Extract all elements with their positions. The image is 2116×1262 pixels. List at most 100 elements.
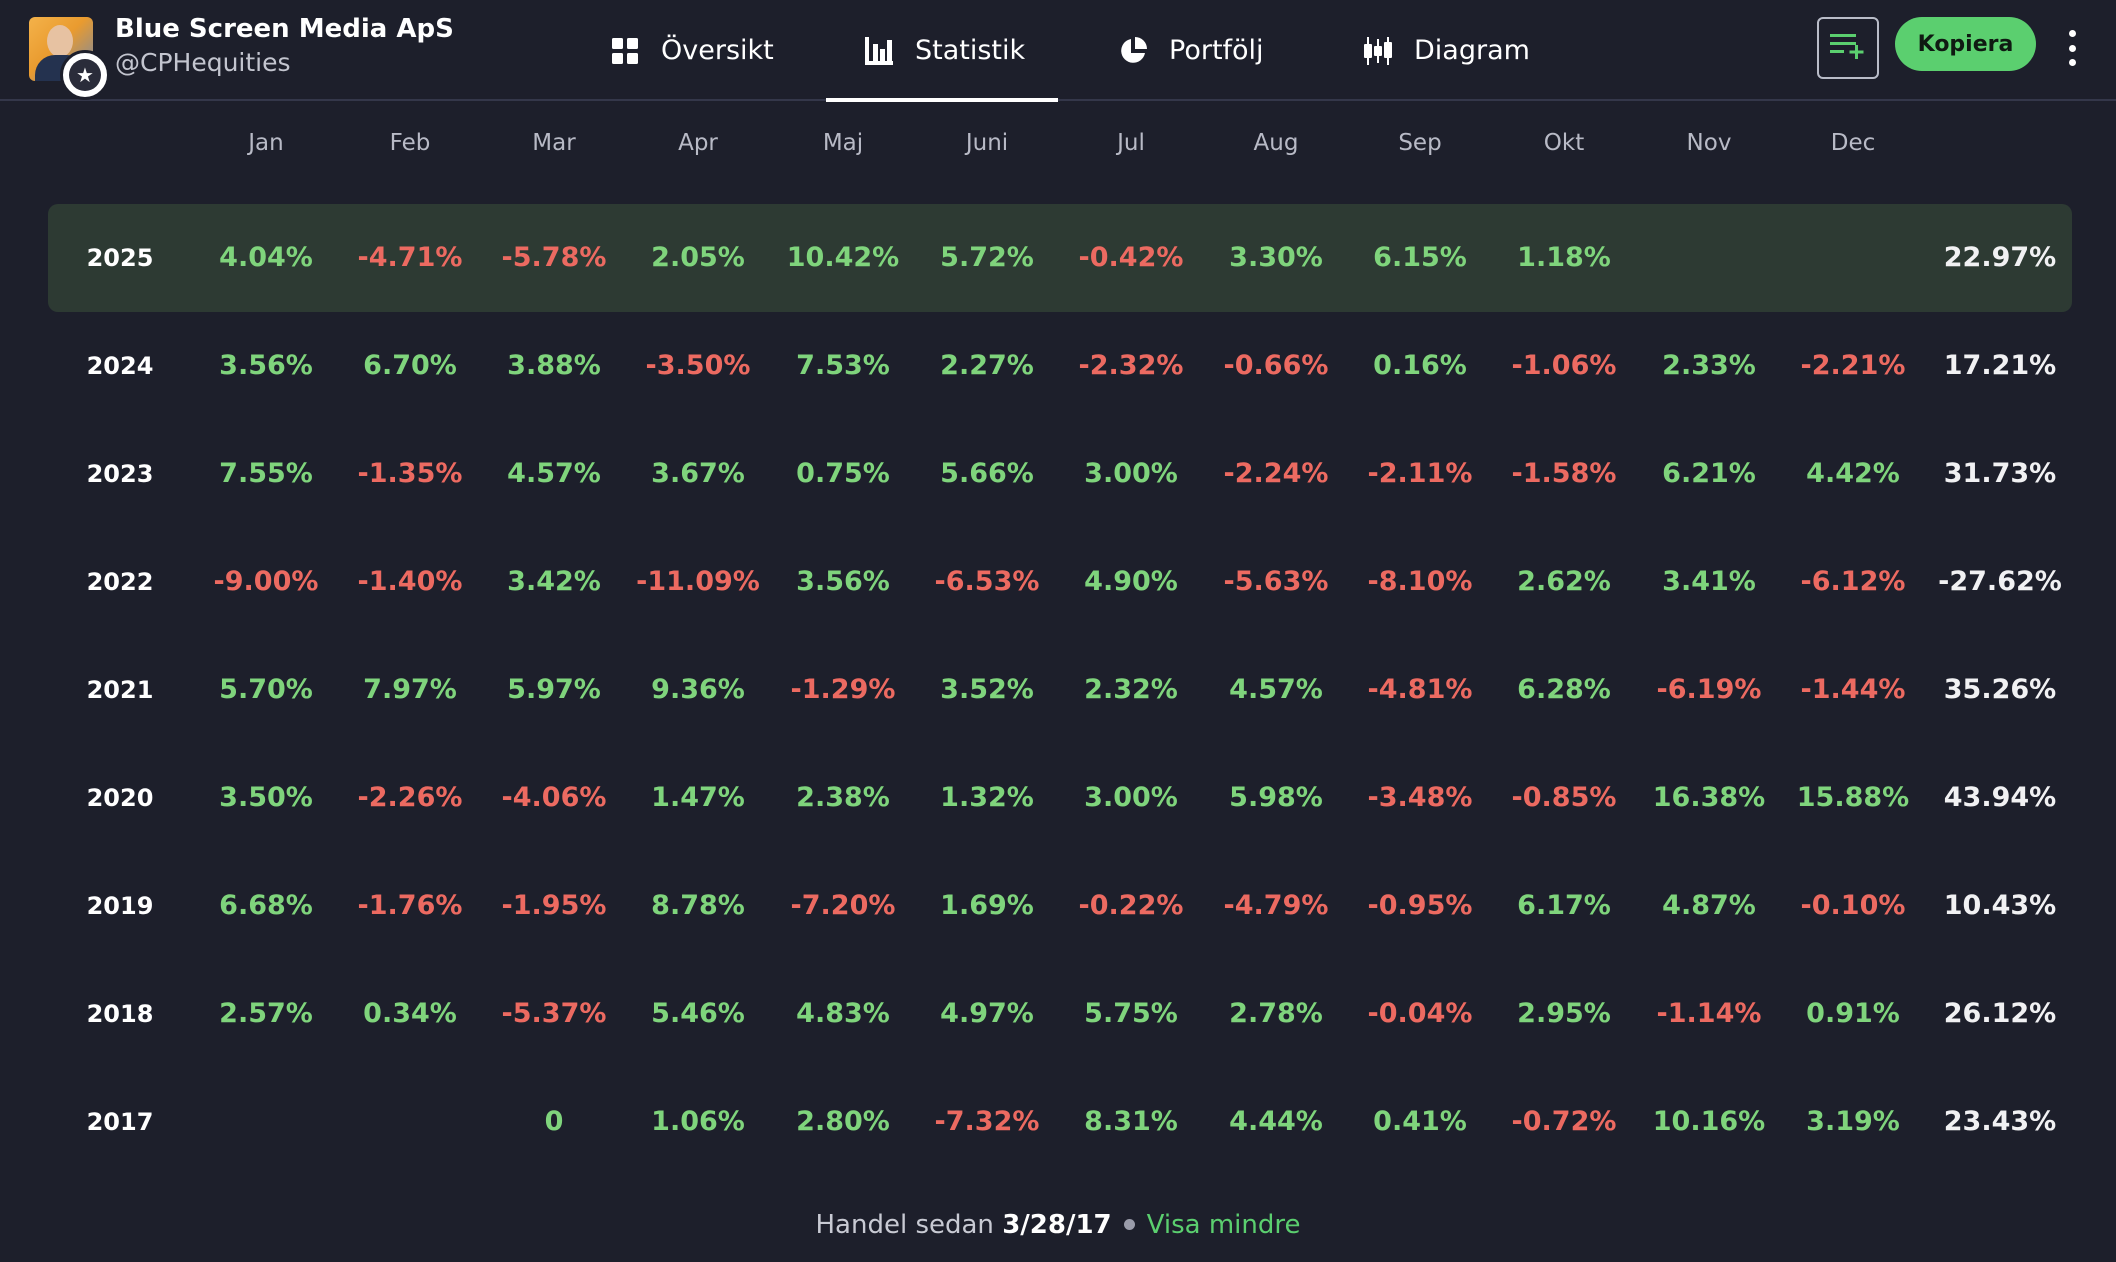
return-cell: 4.97% (940, 998, 1034, 1029)
month-header: Juni (965, 130, 1009, 156)
return-cell: 1.18% (1517, 242, 1611, 273)
return-cell: 4.83% (796, 998, 890, 1029)
month-header: Nov (1686, 130, 1732, 156)
star-icon: ★ (69, 59, 101, 91)
return-cell: 1.47% (651, 782, 745, 813)
return-cell: 6.70% (363, 350, 457, 381)
copy-button[interactable]: Kopiera (1895, 17, 2036, 71)
return-cell: 5.97% (507, 674, 601, 705)
return-cell: -2.32% (1078, 350, 1184, 381)
return-cell: -1.40% (357, 566, 463, 597)
return-cell: 5.72% (940, 242, 1034, 273)
return-cell: 5.98% (1229, 782, 1323, 813)
return-cell: -0.95% (1367, 890, 1473, 921)
footer: Handel sedan 3/28/17 Visa mindre (0, 1210, 2116, 1240)
return-cell: -0.04% (1367, 998, 1473, 1029)
return-cell: 0.41% (1373, 1106, 1467, 1137)
return-cell: 4.44% (1229, 1106, 1323, 1137)
show-less-link[interactable]: Visa mindre (1146, 1210, 1301, 1240)
return-cell: 5.66% (940, 458, 1034, 489)
year-total-cell: 43.94% (1943, 782, 2057, 813)
table-row: 2022 -9.00% -1.40% 3.42% -11.09% 3.56% -6.53% 4… (0, 528, 2116, 636)
year-total-cell: 10.43% (1943, 890, 2057, 921)
return-cell: -4.81% (1367, 674, 1473, 705)
bar-chart-icon (863, 35, 895, 67)
year-total-cell: 23.43% (1943, 1106, 2057, 1137)
return-cell: 3.56% (219, 350, 313, 381)
return-cell: 3.19% (1806, 1106, 1900, 1137)
account-handle[interactable]: @CPHequities (115, 48, 291, 77)
return-cell: -11.09% (636, 566, 760, 597)
tab-portfolj[interactable]: Portfölj (1117, 0, 1264, 101)
return-cell: -0.42% (1078, 242, 1184, 273)
return-cell: 0.75% (796, 458, 890, 489)
return-cell: 4.90% (1084, 566, 1178, 597)
return-cell: -6.53% (934, 566, 1040, 597)
return-cell: -3.50% (645, 350, 751, 381)
month-header: Maj (822, 130, 864, 156)
return-cell: 6.21% (1662, 458, 1756, 489)
return-cell: 0.34% (363, 998, 457, 1029)
return-cell: -0.85% (1511, 782, 1617, 813)
current-year-highlight (48, 204, 2072, 312)
add-to-list-icon (1830, 32, 1866, 64)
tab-diagram[interactable]: Diagram (1362, 0, 1530, 101)
return-cell: 9.36% (651, 674, 745, 705)
account-name[interactable]: Blue Screen Media ApS (115, 14, 454, 44)
return-cell: 1.32% (940, 782, 1034, 813)
return-cell: -4.71% (357, 242, 463, 273)
month-header: Aug (1253, 130, 1299, 156)
return-cell: -1.14% (1656, 998, 1762, 1029)
return-cell: -6.19% (1656, 674, 1762, 705)
return-cell: -0.72% (1511, 1106, 1617, 1137)
tab-label: Portfölj (1169, 35, 1264, 66)
return-cell (191, 1068, 341, 1176)
return-cell: -0.66% (1223, 350, 1329, 381)
return-cell: 2.78% (1229, 998, 1323, 1029)
return-cell: -5.63% (1223, 566, 1329, 597)
month-header: Jan (248, 130, 284, 156)
tab-statistik[interactable]: Statistik (825, 0, 1059, 102)
more-vertical-icon[interactable] (2060, 30, 2084, 66)
return-cell: 15.88% (1796, 782, 1910, 813)
return-cell: 4.57% (507, 458, 601, 489)
month-header: Mar (532, 130, 576, 156)
pie-chart-icon (1117, 35, 1149, 67)
return-cell: 0 (544, 1106, 564, 1137)
add-to-list-button[interactable] (1817, 17, 1879, 79)
return-cell: -5.37% (501, 998, 607, 1029)
return-cell: 3.42% (507, 566, 601, 597)
return-cell: -2.11% (1367, 458, 1473, 489)
return-cell: -1.29% (790, 674, 896, 705)
return-cell: -7.20% (790, 890, 896, 921)
return-cell: 3.41% (1662, 566, 1756, 597)
tab-oversikt[interactable]: Översikt (609, 0, 774, 101)
return-cell: 0.16% (1373, 350, 1467, 381)
return-cell: 6.17% (1517, 890, 1611, 921)
year-total-cell: -27.62% (1938, 566, 2062, 597)
separator-dot (1123, 1218, 1135, 1230)
year-label: 2018 (86, 1000, 154, 1028)
table-row: 2018 2.57% 0.34% -5.37% 5.46% 4.83% 4.97% 5.75%… (0, 960, 2116, 1068)
return-cell: 2.27% (940, 350, 1034, 381)
month-header: Jul (1117, 130, 1145, 156)
return-cell: 3.52% (940, 674, 1034, 705)
return-cell: 7.97% (363, 674, 457, 705)
candlestick-icon (1362, 35, 1394, 67)
table-row: 2024 3.56% 6.70% 3.88% -3.50% 7.53% 2.27% -2.32… (0, 312, 2116, 420)
return-cell: -7.32% (934, 1106, 1040, 1137)
return-cell (1634, 204, 1784, 312)
return-cell: 8.31% (1084, 1106, 1178, 1137)
tab-label: Diagram (1414, 35, 1530, 66)
return-cell: 0.91% (1806, 998, 1900, 1029)
return-cell: 3.67% (651, 458, 745, 489)
return-cell: 3.00% (1084, 782, 1178, 813)
return-cell: 16.38% (1652, 782, 1766, 813)
return-cell: 5.70% (219, 674, 313, 705)
tab-label: Statistik (915, 35, 1026, 66)
year-total-cell: 31.73% (1943, 458, 2057, 489)
return-cell: -8.10% (1367, 566, 1473, 597)
year-label: 2021 (86, 676, 154, 704)
return-cell: -9.00% (213, 566, 319, 597)
year-total-cell: 22.97% (1943, 242, 2057, 273)
